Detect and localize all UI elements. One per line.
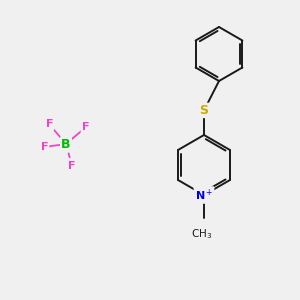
Text: F: F bbox=[68, 160, 76, 171]
Text: CH$_3$: CH$_3$ bbox=[191, 227, 212, 241]
Text: B: B bbox=[61, 137, 71, 151]
Text: F: F bbox=[41, 142, 48, 152]
Text: S: S bbox=[200, 104, 208, 117]
Text: F: F bbox=[46, 119, 53, 130]
Text: F: F bbox=[82, 122, 89, 133]
Text: N$^+$: N$^+$ bbox=[195, 187, 213, 203]
